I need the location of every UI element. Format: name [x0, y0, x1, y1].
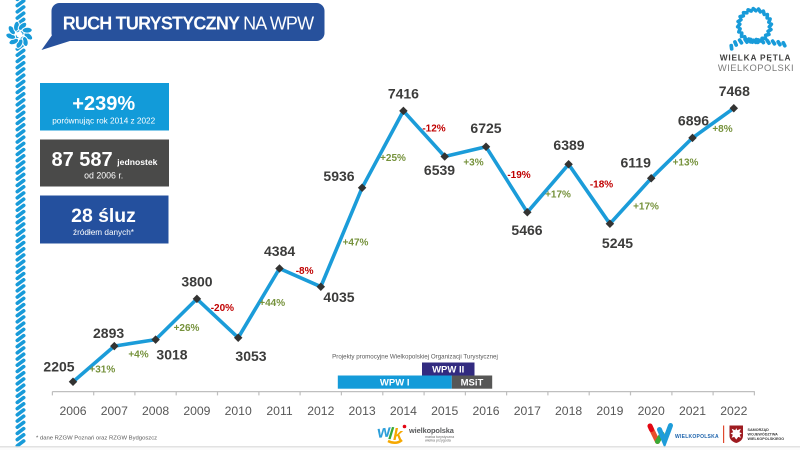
svg-text:-12%: -12% — [422, 124, 445, 135]
svg-text:2016: 2016 — [472, 404, 499, 418]
svg-text:6725: 6725 — [470, 120, 501, 136]
svg-text:5936: 5936 — [323, 168, 354, 184]
svg-text:2020: 2020 — [638, 404, 665, 418]
svg-text:2009: 2009 — [183, 404, 210, 418]
svg-text:l: l — [388, 424, 396, 444]
svg-text:28 śluz: 28 śluz — [71, 205, 136, 227]
svg-text:+17%: +17% — [633, 202, 659, 213]
svg-text:7416: 7416 — [388, 86, 419, 102]
svg-text:* dane RZGW Poznań oraz RZGW B: * dane RZGW Poznań oraz RZGW Bydgoszcz — [36, 436, 157, 442]
svg-text:2018: 2018 — [555, 404, 582, 418]
svg-text:+3%: +3% — [463, 158, 483, 169]
svg-text:WOJEWÓDZTWA: WOJEWÓDZTWA — [748, 431, 779, 436]
svg-text:+13%: +13% — [673, 158, 699, 169]
svg-text:87 587: 87 587 — [52, 149, 113, 171]
svg-text:2893: 2893 — [93, 325, 124, 341]
svg-text:-19%: -19% — [507, 170, 530, 181]
svg-text:7468: 7468 — [719, 83, 750, 99]
svg-text:SAMORZĄD: SAMORZĄD — [748, 428, 770, 432]
svg-text:porównując rok 2014 z 2022: porównując rok 2014 z 2022 — [52, 117, 155, 126]
svg-text:od 2006 r.: od 2006 r. — [84, 171, 123, 181]
svg-text:k: k — [393, 425, 404, 444]
svg-text:+17%: +17% — [545, 190, 571, 201]
svg-text:6539: 6539 — [424, 162, 455, 178]
svg-text:-8%: -8% — [296, 266, 314, 277]
svg-text:5245: 5245 — [602, 235, 633, 251]
svg-text:2014: 2014 — [390, 404, 417, 418]
svg-text:2011: 2011 — [266, 404, 292, 418]
svg-text:3053: 3053 — [235, 348, 266, 364]
svg-text:+25%: +25% — [380, 153, 406, 164]
svg-text:WIELKA PĘTLA: WIELKA PĘTLA — [720, 53, 792, 63]
svg-text:2008: 2008 — [142, 404, 169, 418]
svg-text:2006: 2006 — [59, 404, 86, 418]
svg-text:2013: 2013 — [349, 404, 376, 418]
svg-text:4035: 4035 — [323, 289, 354, 305]
svg-text:2205: 2205 — [43, 358, 74, 374]
svg-text:-20%: -20% — [211, 303, 234, 314]
svg-text:2019: 2019 — [596, 404, 623, 418]
svg-text:Projekty promocyjne Wielkopols: Projekty promocyjne Wielkopolskiej Organ… — [332, 354, 498, 361]
svg-text:2007: 2007 — [101, 404, 128, 418]
svg-text:WPW II: WPW II — [432, 365, 464, 376]
svg-text:RUCH TURYSTYCZNY NA WPW: RUCH TURYSTYCZNY NA WPW — [63, 14, 314, 34]
svg-text:6389: 6389 — [553, 137, 584, 153]
svg-text:MSiT: MSiT — [461, 378, 484, 389]
svg-text:w: w — [376, 421, 393, 442]
svg-text:+47%: +47% — [343, 237, 369, 248]
svg-text:-18%: -18% — [590, 180, 613, 191]
svg-text:wielka przygoda: wielka przygoda — [425, 439, 451, 443]
svg-text:WIELKOPOLSKI: WIELKOPOLSKI — [718, 62, 794, 73]
svg-text:6119: 6119 — [621, 155, 652, 171]
svg-text:3800: 3800 — [181, 274, 212, 290]
svg-text:+239%: +239% — [72, 93, 135, 115]
svg-text:+8%: +8% — [712, 124, 732, 135]
svg-text:2010: 2010 — [225, 404, 252, 418]
svg-text:2022: 2022 — [720, 404, 747, 418]
svg-text:WPW I: WPW I — [380, 378, 410, 389]
svg-text:2021: 2021 — [679, 404, 706, 418]
svg-text:+26%: +26% — [174, 323, 200, 334]
svg-text:2012: 2012 — [307, 404, 334, 418]
svg-text:wielkopolska: wielkopolska — [408, 426, 455, 435]
svg-text:WIELKOPOLSKA: WIELKOPOLSKA — [675, 434, 719, 440]
svg-text:3018: 3018 — [156, 346, 187, 362]
svg-text:6896: 6896 — [678, 113, 709, 129]
svg-text:marka turystyczna: marka turystyczna — [425, 435, 454, 439]
svg-text:+4%: +4% — [128, 349, 148, 360]
svg-text:2015: 2015 — [431, 404, 458, 418]
svg-text:+31%: +31% — [89, 364, 115, 375]
svg-text:4384: 4384 — [264, 243, 295, 259]
svg-text:2017: 2017 — [514, 404, 541, 418]
svg-text:+44%: +44% — [259, 298, 285, 309]
svg-text:jednostek: jednostek — [116, 157, 157, 167]
svg-text:źródłem danych*: źródłem danych* — [73, 228, 135, 237]
svg-text:5466: 5466 — [511, 222, 542, 238]
svg-text:WIELKOPOLSKIEGO: WIELKOPOLSKIEGO — [748, 437, 785, 441]
